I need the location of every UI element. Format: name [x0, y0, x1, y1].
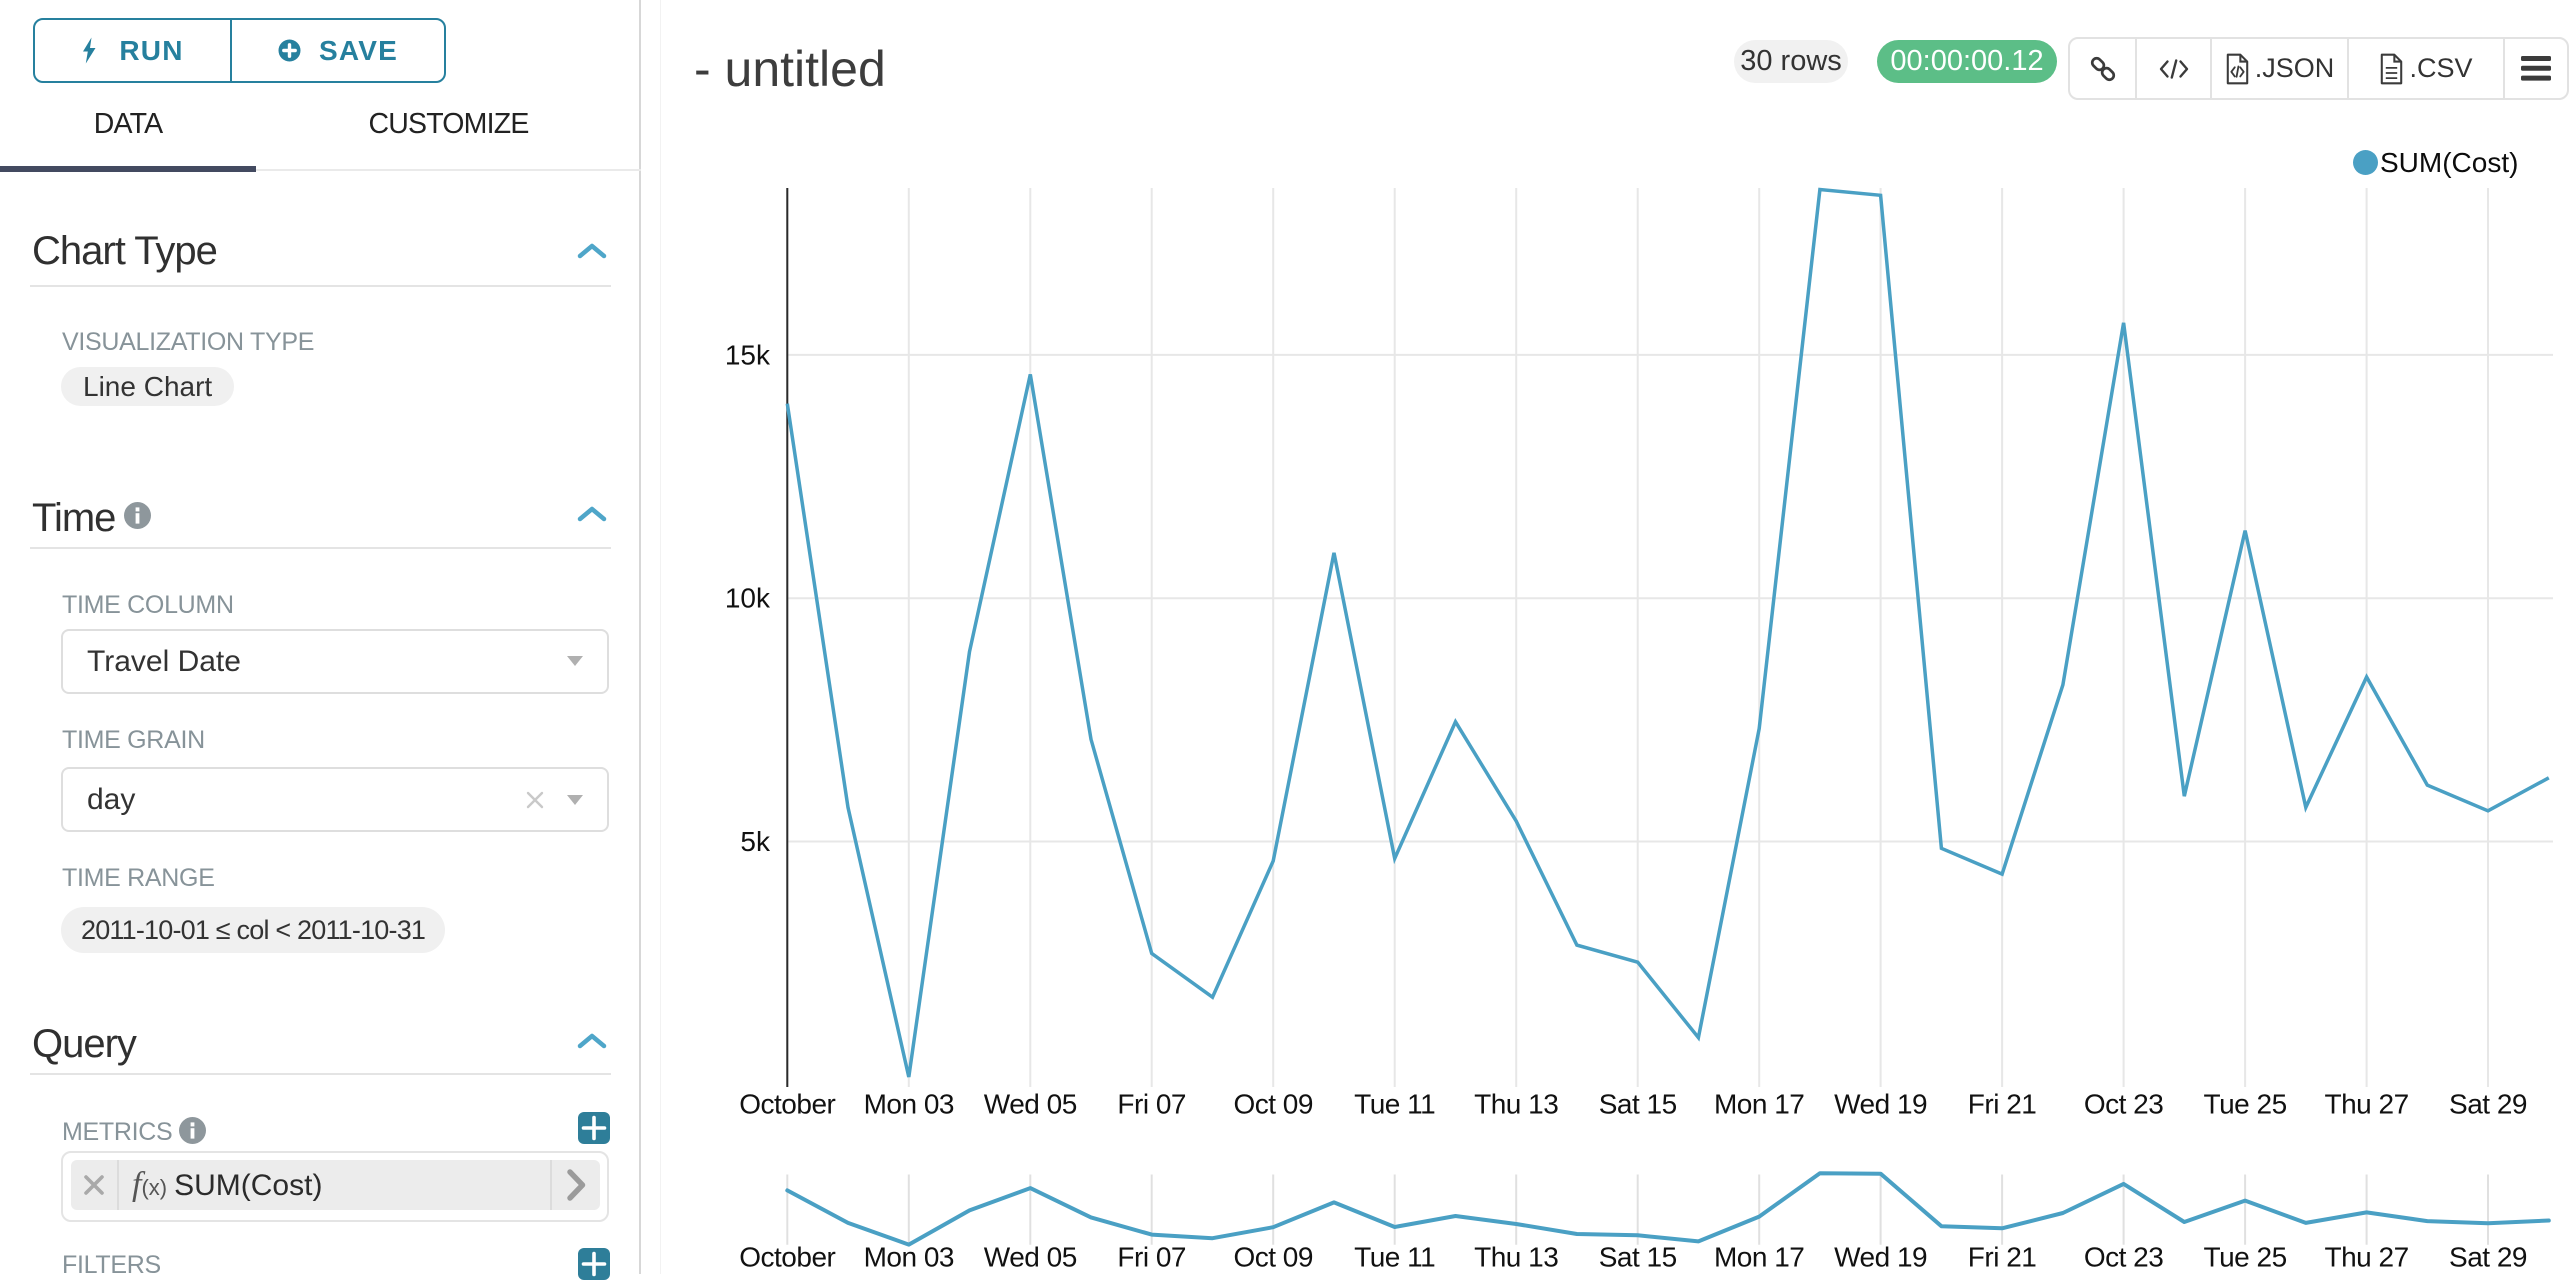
- svg-text:Thu 13: Thu 13: [1474, 1089, 1558, 1120]
- svg-text:Mon 17: Mon 17: [1714, 1242, 1804, 1273]
- svg-text:SUM(Cost): SUM(Cost): [2380, 147, 2518, 178]
- svg-text:Tue 11: Tue 11: [1354, 1242, 1435, 1273]
- svg-text:Fri 21: Fri 21: [1968, 1242, 2037, 1273]
- svg-text:Sat 29: Sat 29: [2449, 1089, 2527, 1120]
- svg-text:Wed 19: Wed 19: [1834, 1242, 1927, 1273]
- svg-text:October: October: [739, 1242, 835, 1273]
- svg-text:Mon 03: Mon 03: [864, 1242, 954, 1273]
- svg-text:Thu 27: Thu 27: [2325, 1242, 2409, 1273]
- svg-text:Oct 09: Oct 09: [1233, 1089, 1312, 1120]
- svg-text:Thu 13: Thu 13: [1474, 1242, 1558, 1273]
- svg-text:Oct 09: Oct 09: [1233, 1242, 1312, 1273]
- svg-text:Wed 05: Wed 05: [984, 1242, 1077, 1273]
- svg-text:Wed 19: Wed 19: [1834, 1089, 1927, 1120]
- svg-text:Sat 15: Sat 15: [1599, 1242, 1677, 1273]
- svg-text:Fri 21: Fri 21: [1968, 1089, 2037, 1120]
- svg-text:Mon 17: Mon 17: [1714, 1089, 1804, 1120]
- svg-text:10k: 10k: [725, 583, 771, 614]
- svg-text:Sat 29: Sat 29: [2449, 1242, 2527, 1273]
- svg-text:Oct 23: Oct 23: [2084, 1242, 2163, 1273]
- svg-text:5k: 5k: [740, 826, 771, 857]
- svg-text:15k: 15k: [725, 339, 771, 370]
- svg-text:Fri 07: Fri 07: [1117, 1242, 1186, 1273]
- svg-text:Tue 11: Tue 11: [1354, 1089, 1435, 1120]
- svg-text:Mon 03: Mon 03: [864, 1089, 954, 1120]
- svg-text:October: October: [739, 1089, 835, 1120]
- svg-text:Tue 25: Tue 25: [2204, 1242, 2287, 1273]
- svg-text:Tue 25: Tue 25: [2204, 1089, 2287, 1120]
- svg-text:Oct 23: Oct 23: [2084, 1089, 2163, 1120]
- svg-text:Thu 27: Thu 27: [2325, 1089, 2409, 1120]
- svg-text:Fri 07: Fri 07: [1117, 1089, 1186, 1120]
- svg-text:Wed 05: Wed 05: [984, 1089, 1077, 1120]
- svg-text:Sat 15: Sat 15: [1599, 1089, 1677, 1120]
